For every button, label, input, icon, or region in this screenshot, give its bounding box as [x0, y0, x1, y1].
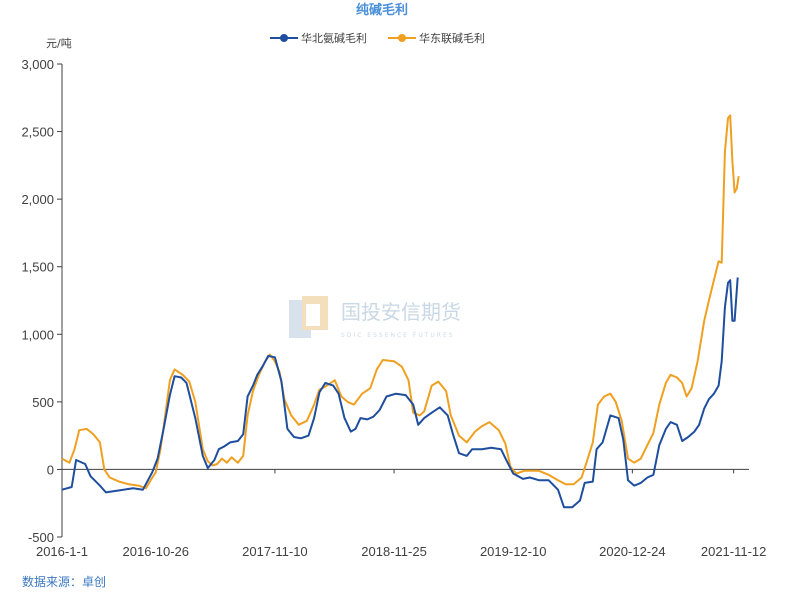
x-tick-label: 2021-11-12	[701, 544, 767, 559]
y-tick-label: 2,500	[21, 125, 54, 140]
y-tick-label: 0	[47, 462, 54, 477]
x-tick-label: 2020-12-24	[599, 544, 666, 559]
series-line-east	[61, 114, 740, 490]
legend-label-north: 华北氨碱毛利	[301, 31, 367, 45]
chart-title: 纯碱毛利	[356, 2, 408, 18]
y-tick-label: -500	[28, 530, 54, 545]
y-tick-label: 2,000	[21, 192, 54, 207]
series-line-north	[61, 277, 739, 509]
x-tick-label: 2016-1-1	[36, 544, 88, 559]
watermark: 国投安信期货 SDIC ESSENCE FUTURES	[289, 296, 461, 339]
legend-marker-east	[398, 34, 406, 42]
watermark-subtext: SDIC ESSENCE FUTURES	[341, 332, 455, 339]
legend-label-east: 华东联碱毛利	[419, 31, 485, 45]
watermark-logo	[289, 296, 328, 338]
legend-item-north: 华北氨碱毛利	[270, 31, 367, 45]
x-tick-label: 2018-11-25	[361, 544, 427, 559]
data-source: 数据来源：卓创	[22, 574, 106, 589]
x-tick-label: 2019-12-10	[480, 544, 547, 559]
y-tick-label: 1,500	[21, 260, 54, 275]
series-layer	[61, 114, 740, 509]
y-axis-ticks: -500 0 500 1,000 1,500 2,000 2,500 3,000	[21, 57, 62, 545]
legend-item-east: 华东联碱毛利	[388, 31, 485, 45]
y-unit-label: 元/吨	[46, 37, 72, 50]
x-tick-label: 2017-11-10	[242, 544, 308, 559]
legend: 华北氨碱毛利 华东联碱毛利	[270, 31, 485, 45]
y-tick-label: 3,000	[21, 57, 54, 72]
y-tick-label: 1,000	[21, 327, 54, 342]
y-tick-label: 500	[32, 395, 54, 410]
watermark-text: 国投安信期货	[341, 300, 461, 324]
legend-marker-north	[280, 34, 288, 42]
x-axis-ticks: 2016-1-1 2016-10-26 2017-11-10 2018-11-25 20…	[36, 469, 766, 559]
x-tick-label: 2016-10-26	[123, 544, 190, 559]
